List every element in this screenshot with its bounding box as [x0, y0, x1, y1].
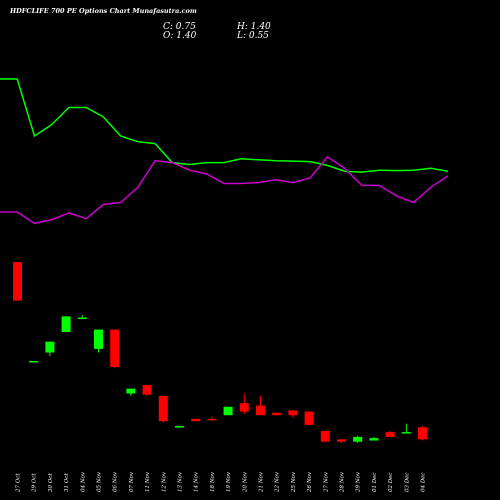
candle — [175, 426, 184, 428]
candle — [418, 426, 427, 441]
candle-body — [256, 405, 265, 416]
candle — [61, 316, 71, 332]
candle — [94, 329, 103, 353]
candle — [223, 406, 233, 416]
date-label: 26 Nov — [307, 471, 313, 493]
candle — [272, 412, 282, 416]
date-label: 05 Nov — [97, 471, 103, 492]
candle — [207, 416, 217, 422]
candle-body — [126, 388, 136, 394]
candle-body — [418, 427, 427, 440]
date-label: 11 Nov — [145, 471, 151, 492]
candle — [29, 360, 39, 363]
date-label: 04 Dec — [421, 473, 427, 493]
candle-body — [158, 395, 168, 422]
candle — [304, 411, 314, 425]
line-series-2 — [0, 155, 449, 225]
candle — [77, 315, 87, 320]
candle-body — [223, 406, 233, 416]
date-label: 06 Nov — [113, 471, 119, 492]
candle-body — [272, 412, 282, 416]
high-value: H: 1.40 — [237, 22, 271, 32]
date-label: 04 Nov — [80, 471, 86, 492]
candle — [45, 341, 55, 357]
date-label: 12 Nov — [161, 471, 167, 492]
date-label: 21 Nov — [259, 471, 265, 493]
date-label: 19 Nov — [226, 471, 232, 492]
candle-body — [191, 418, 201, 422]
candle — [385, 430, 395, 437]
date-label: 31 Oct — [64, 473, 70, 492]
candle-body — [288, 410, 298, 416]
candle — [110, 329, 120, 369]
candle-body — [29, 360, 39, 363]
candle-body — [304, 411, 314, 425]
open-value: O: 1.40 — [163, 31, 197, 41]
candle-body — [320, 430, 330, 442]
line-series-1 — [0, 78, 449, 173]
date-label: 27 Nov — [323, 471, 329, 493]
candle — [256, 395, 265, 416]
date-label: 07 Nov — [129, 471, 135, 492]
candle-body — [110, 329, 120, 367]
candle-body — [142, 385, 152, 395]
date-label: 22 Nov — [275, 471, 281, 493]
date-label: 14 Nov — [194, 471, 200, 492]
candle-body — [337, 439, 346, 442]
candle — [369, 436, 379, 441]
candle — [337, 439, 346, 443]
candle-body — [61, 316, 71, 332]
date-label: 27 Oct — [16, 473, 22, 493]
candle-body — [175, 426, 184, 428]
candlesticks — [13, 262, 427, 443]
date-label: 02 Dec — [388, 473, 394, 493]
date-label: 28 Nov — [340, 471, 346, 493]
candle-body — [353, 436, 363, 442]
candle-body — [77, 317, 87, 320]
date-label: 25 Nov — [291, 471, 297, 493]
date-label: 29 Nov — [356, 471, 362, 493]
close-value: C: 0.75 — [163, 22, 196, 32]
low-value: L: 0.55 — [237, 31, 269, 41]
candle-body — [94, 329, 103, 349]
date-label: 01 Dec — [372, 473, 378, 493]
candle — [401, 423, 411, 434]
candle — [353, 435, 363, 443]
date-label: 20 Nov — [242, 471, 248, 493]
candle-body — [385, 432, 395, 437]
date-label: 29 Oct — [32, 473, 38, 493]
candle — [142, 385, 152, 396]
candle-body — [207, 418, 217, 421]
date-axis-labels: 27 Oct 29 Oct 30 Oct 31 Oct 04 Nov 05 Nov 06 N… — [16, 471, 427, 493]
candle — [126, 388, 136, 396]
candle — [320, 430, 330, 442]
candle-body — [401, 432, 411, 434]
candle-body — [239, 403, 249, 412]
chart-title: HDFCLIFE 700 PE Options Chart Munafasutr… — [10, 7, 197, 15]
candle — [191, 418, 201, 422]
candle — [158, 395, 168, 423]
date-label: 13 Nov — [178, 471, 184, 492]
candle-body — [369, 438, 379, 441]
candle — [288, 410, 298, 418]
date-label: 03 Dec — [404, 473, 410, 493]
candle-body — [13, 262, 22, 301]
candle — [239, 393, 249, 414]
indicator-lines — [0, 78, 449, 225]
date-label: 30 Oct — [48, 473, 54, 492]
candle-body — [45, 341, 55, 353]
date-label: 18 Nov — [210, 471, 216, 492]
candle — [13, 262, 22, 301]
